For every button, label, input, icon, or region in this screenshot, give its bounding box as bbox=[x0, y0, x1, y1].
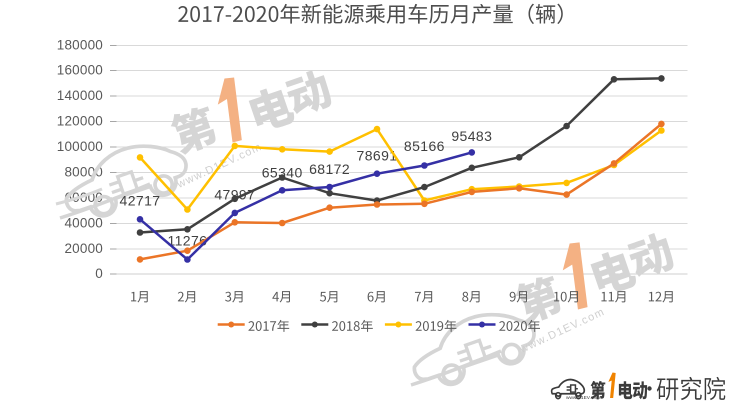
svg-text:85166: 85166 bbox=[404, 138, 445, 154]
svg-text:68172: 68172 bbox=[309, 161, 350, 177]
svg-text:40000: 40000 bbox=[64, 215, 103, 230]
svg-text:95483: 95483 bbox=[451, 128, 492, 144]
svg-text:180000: 180000 bbox=[57, 37, 103, 52]
svg-text:140000: 140000 bbox=[57, 88, 103, 103]
svg-text:47997: 47997 bbox=[214, 187, 255, 203]
svg-text:42717: 42717 bbox=[120, 192, 161, 208]
svg-text:20000: 20000 bbox=[64, 241, 103, 256]
svg-text:120000: 120000 bbox=[57, 114, 103, 129]
svg-text:78691: 78691 bbox=[357, 148, 398, 164]
svg-text:100000: 100000 bbox=[57, 139, 103, 154]
svg-text:0: 0 bbox=[95, 266, 103, 281]
svg-text:www.D1EV.com: www.D1EV.com bbox=[566, 395, 600, 401]
svg-text:160000: 160000 bbox=[57, 63, 103, 78]
svg-text:65340: 65340 bbox=[262, 164, 303, 180]
